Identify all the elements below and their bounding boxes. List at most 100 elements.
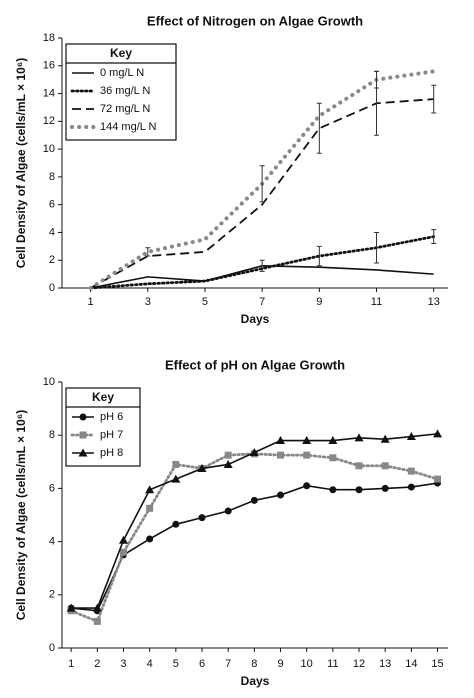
point (171, 474, 181, 483)
point (355, 462, 363, 470)
point (198, 514, 206, 522)
point (381, 462, 389, 470)
point (354, 433, 364, 442)
point (145, 485, 155, 494)
y-tick-label: 8 (49, 171, 55, 183)
point (407, 467, 415, 475)
point (249, 447, 259, 456)
point (277, 451, 285, 459)
legend-label: 72 mg/L N (100, 103, 150, 115)
point (172, 460, 180, 468)
x-tick-label: 1 (88, 296, 94, 308)
y-tick-label: 4 (49, 536, 55, 548)
legend-label: pH 7 (100, 429, 123, 441)
point (250, 496, 258, 504)
legend-label: 144 mg/L N (100, 121, 157, 133)
y-axis-label: Cell Density of Algae (cells/mL × 10⁶) (14, 58, 28, 269)
series-line (69, 452, 439, 624)
error-bar (145, 247, 151, 257)
x-tick-label: 2 (94, 658, 100, 670)
error-bar (316, 102, 322, 154)
y-tick-label: 16 (43, 60, 55, 72)
point (93, 617, 101, 625)
legend-title: Key (92, 390, 114, 404)
error-bar (374, 70, 380, 89)
point (406, 432, 416, 441)
legend: Key pH 6 pH 7 pH 8 (65, 387, 141, 467)
point (223, 459, 233, 468)
legend-box (65, 43, 177, 141)
point (197, 463, 207, 472)
point (328, 436, 338, 445)
x-tick-label: 3 (120, 658, 126, 670)
y-tick-label: 12 (43, 115, 55, 127)
x-tick-label: 5 (202, 296, 208, 308)
point (329, 454, 337, 462)
x-tick-label: 9 (277, 658, 283, 670)
legend-label: pH 6 (100, 411, 123, 423)
legend-label: 0 mg/L N (100, 67, 144, 79)
x-tick-label: 5 (173, 658, 179, 670)
y-tick-label: 10 (43, 376, 55, 388)
point (277, 491, 285, 499)
point (92, 603, 102, 612)
point (434, 475, 442, 483)
x-tick-label: 8 (251, 658, 257, 670)
y-tick-label: 8 (49, 429, 55, 441)
point (224, 451, 232, 459)
error-bar (259, 165, 265, 203)
point (172, 520, 180, 528)
x-tick-label: 1 (68, 658, 74, 670)
point (329, 486, 337, 494)
x-tick-label: 10 (301, 658, 313, 670)
point (433, 429, 443, 438)
point (302, 436, 312, 445)
y-tick-label: 2 (49, 589, 55, 601)
x-tick-label: 14 (405, 658, 417, 670)
x-tick-label: 13 (379, 658, 391, 670)
x-axis-label: Days (241, 312, 270, 326)
y-tick-label: 0 (49, 642, 55, 654)
error-bar (431, 229, 437, 245)
x-tick-label: 4 (147, 658, 153, 670)
point (276, 436, 286, 445)
legend-label: pH 8 (100, 447, 123, 459)
legend: Key 0 mg/L N 36 mg/L N 72 mg/L N 144 mg/L N (65, 43, 177, 141)
error-bar (374, 231, 380, 264)
y-tick-label: 18 (43, 32, 55, 44)
x-tick-label: 7 (259, 296, 265, 308)
point (407, 483, 415, 491)
error-bar (316, 245, 322, 267)
x-tick-label: 7 (225, 658, 231, 670)
chart: Effect of pH on Algae Growth Days Cell Den… (14, 357, 448, 688)
legend-label: 36 mg/L N (100, 85, 150, 97)
point (303, 451, 311, 459)
x-tick-label: 9 (316, 296, 322, 308)
point (66, 603, 76, 612)
y-tick-label: 6 (49, 482, 55, 494)
y-tick-label: 14 (43, 87, 55, 99)
chart-title: Effect of pH on Algae Growth (165, 357, 345, 372)
point (79, 431, 87, 439)
point (79, 413, 87, 421)
x-tick-label: 3 (145, 296, 151, 308)
x-tick-label: 11 (371, 296, 382, 308)
point (146, 504, 154, 512)
point (146, 535, 154, 543)
point (224, 507, 232, 515)
point (355, 486, 363, 494)
point (118, 535, 128, 544)
point (303, 482, 311, 490)
y-tick-label: 10 (43, 143, 55, 155)
point (380, 434, 390, 443)
y-tick-label: 0 (49, 282, 55, 294)
x-tick-label: 6 (199, 658, 205, 670)
x-tick-label: 13 (428, 296, 440, 308)
x-tick-label: 15 (431, 658, 443, 670)
y-axis-label: Cell Density of Algae (cells/mL × 10⁶) (14, 410, 28, 621)
chart-title: Effect of Nitrogen on Algae Growth (147, 13, 363, 28)
chart: Effect of Nitrogen on Algae Growth Days Ce… (14, 13, 448, 326)
error-bar (431, 84, 437, 114)
y-tick-label: 6 (49, 199, 55, 211)
